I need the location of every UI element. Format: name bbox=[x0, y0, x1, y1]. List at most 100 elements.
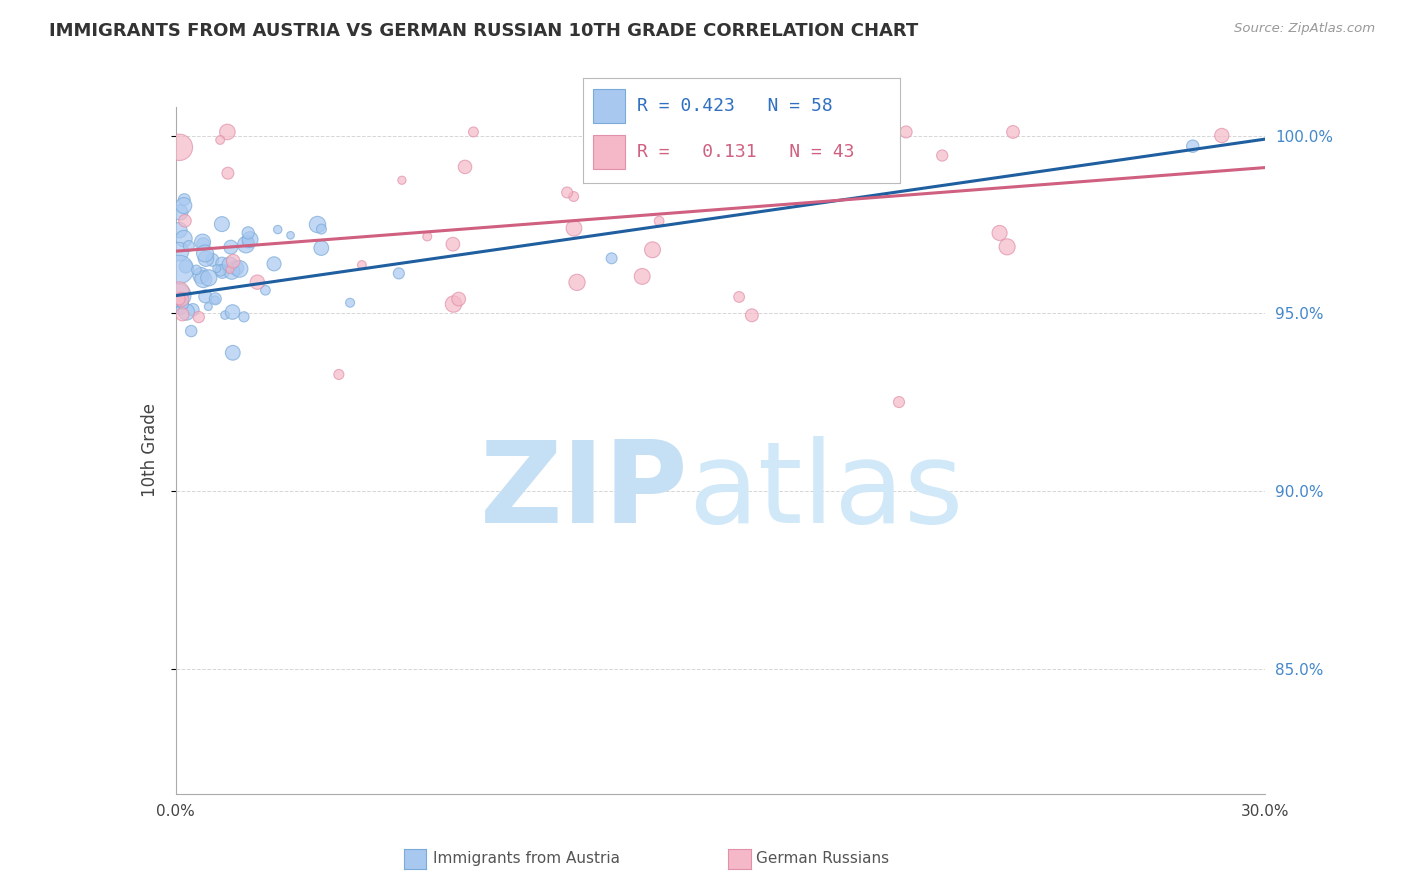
Point bbox=[1001, 125, 1024, 139]
Point bbox=[172, 296, 194, 310]
Point bbox=[214, 308, 236, 322]
Point bbox=[225, 264, 247, 278]
Point bbox=[181, 302, 204, 317]
Point bbox=[173, 231, 195, 245]
Point bbox=[169, 288, 191, 302]
Point bbox=[388, 266, 411, 280]
Point bbox=[887, 395, 910, 409]
Point bbox=[267, 222, 290, 236]
Point bbox=[328, 368, 350, 382]
Point bbox=[239, 233, 262, 247]
Point bbox=[205, 261, 228, 276]
Point bbox=[454, 160, 477, 174]
Point bbox=[197, 300, 219, 314]
Y-axis label: 10th Grade: 10th Grade bbox=[141, 403, 159, 498]
Point bbox=[463, 125, 485, 139]
Point bbox=[263, 257, 285, 271]
Point bbox=[307, 218, 329, 232]
Point bbox=[221, 264, 243, 278]
Point bbox=[309, 241, 332, 255]
Point bbox=[238, 226, 260, 240]
Point bbox=[204, 292, 226, 306]
Point bbox=[931, 148, 953, 162]
Point bbox=[222, 254, 245, 268]
Point bbox=[221, 305, 243, 319]
Point bbox=[190, 268, 212, 283]
Bar bbox=[593, 136, 624, 169]
Point bbox=[648, 214, 671, 228]
Point bbox=[236, 235, 259, 249]
Point bbox=[174, 214, 197, 228]
Point bbox=[254, 283, 277, 297]
Point bbox=[613, 125, 636, 139]
Point bbox=[173, 193, 195, 207]
Point bbox=[169, 244, 191, 259]
Point bbox=[172, 307, 194, 321]
Point bbox=[187, 310, 209, 324]
Point bbox=[391, 173, 413, 187]
Point bbox=[280, 228, 302, 243]
Point bbox=[416, 229, 439, 244]
Point bbox=[195, 252, 218, 266]
Point bbox=[201, 252, 224, 267]
Point bbox=[211, 217, 233, 231]
Text: ZIP: ZIP bbox=[479, 436, 688, 547]
Point bbox=[235, 237, 257, 252]
Point bbox=[228, 261, 250, 276]
Point bbox=[211, 256, 233, 270]
Point bbox=[793, 125, 815, 139]
Point bbox=[173, 198, 195, 212]
Point bbox=[631, 269, 654, 284]
Point bbox=[637, 133, 659, 147]
Point bbox=[204, 293, 226, 307]
Text: R = 0.423   N = 58: R = 0.423 N = 58 bbox=[637, 97, 832, 115]
Point bbox=[209, 263, 232, 277]
Point bbox=[246, 275, 269, 289]
Point bbox=[169, 302, 191, 317]
Point bbox=[894, 125, 917, 139]
Point bbox=[225, 260, 247, 275]
Point bbox=[562, 189, 585, 203]
Point bbox=[222, 346, 245, 360]
Point bbox=[565, 276, 588, 290]
Point bbox=[169, 205, 191, 219]
Point bbox=[211, 264, 233, 278]
Point bbox=[209, 133, 232, 147]
Point bbox=[217, 166, 239, 180]
Point bbox=[180, 324, 202, 338]
Point bbox=[641, 243, 664, 257]
Point bbox=[735, 125, 758, 139]
Point bbox=[198, 270, 221, 285]
Point bbox=[191, 235, 214, 249]
Point bbox=[174, 260, 197, 274]
Point bbox=[169, 292, 191, 306]
Point bbox=[186, 263, 208, 277]
Point bbox=[193, 272, 215, 286]
Point bbox=[194, 246, 217, 260]
Point bbox=[217, 125, 239, 139]
Point bbox=[169, 140, 191, 154]
Point bbox=[170, 293, 193, 307]
Text: German Russians: German Russians bbox=[756, 852, 890, 866]
Point bbox=[177, 239, 200, 253]
Point bbox=[350, 258, 373, 272]
Point bbox=[194, 289, 217, 303]
Point bbox=[233, 310, 256, 324]
Point bbox=[447, 292, 470, 306]
Point bbox=[441, 237, 464, 252]
Point bbox=[169, 285, 191, 299]
Point bbox=[828, 145, 851, 159]
Point bbox=[169, 223, 191, 237]
Point bbox=[219, 262, 242, 277]
Point bbox=[555, 186, 578, 200]
Point bbox=[339, 295, 361, 310]
Text: R =   0.131   N = 43: R = 0.131 N = 43 bbox=[637, 144, 855, 161]
Point bbox=[988, 226, 1011, 240]
Point bbox=[193, 237, 215, 252]
Point bbox=[600, 252, 623, 266]
Text: Source: ZipAtlas.com: Source: ZipAtlas.com bbox=[1234, 22, 1375, 36]
Text: Immigrants from Austria: Immigrants from Austria bbox=[433, 852, 620, 866]
Point bbox=[728, 290, 751, 304]
Point bbox=[219, 240, 242, 254]
Point bbox=[176, 305, 198, 319]
